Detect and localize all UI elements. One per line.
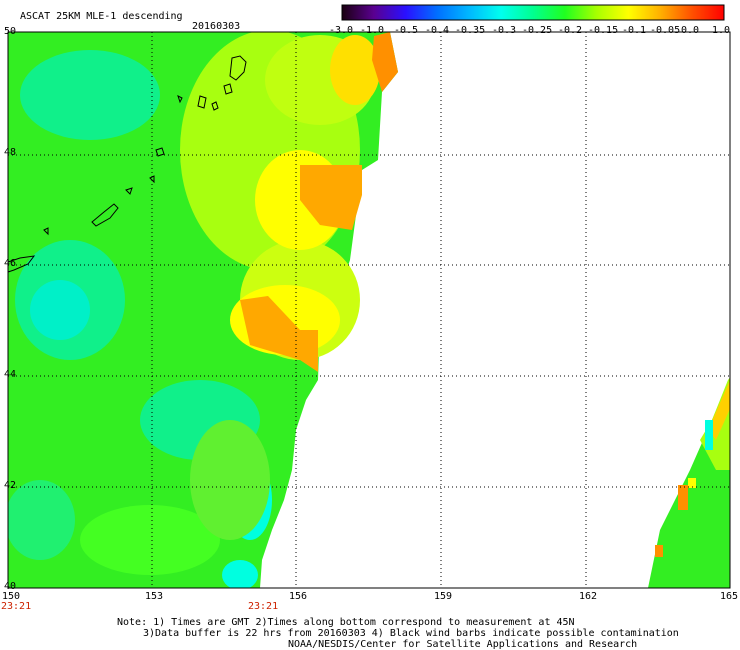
lon-label: 162 [579, 591, 598, 602]
product-date: 20160303 [192, 21, 241, 32]
lon-label: 150 [2, 591, 21, 602]
colorbar-label: -0.2 [558, 25, 583, 36]
colorbar-frame [341, 4, 725, 21]
colorbar-label: -0.1 [622, 25, 647, 36]
wind-field-swath [8, 32, 730, 588]
colorbar-label: -0.35 [455, 25, 486, 36]
colorbar-label: -3.0 [329, 25, 354, 36]
lat-label: 40 [4, 581, 17, 592]
colorbar-label: 0.0 [681, 25, 700, 36]
time-label-mid: 23:21 [248, 601, 279, 612]
colorbar-label: 1.0 [712, 25, 731, 36]
lon-label: 165 [720, 591, 739, 602]
colorbar-label: -1.0 [360, 25, 385, 36]
lat-label: 44 [4, 369, 17, 380]
lat-label: 42 [4, 480, 17, 491]
colorbar-label: -0.3 [492, 25, 517, 36]
map-frame [7, 31, 731, 589]
colorbar-label: -0.4 [425, 25, 450, 36]
note-line-2: 3)Data buffer is 22 hrs from 20160303 4)… [143, 628, 679, 639]
lat-label: 48 [4, 147, 17, 158]
colorbar [342, 5, 724, 20]
note-line-1: Note: 1) Times are GMT 2)Times along bot… [117, 617, 575, 628]
lon-label: 156 [289, 591, 308, 602]
lon-label: 159 [434, 591, 453, 602]
note-line-3: NOAA/NESDIS/Center for Satellite Applica… [288, 639, 638, 650]
colorbar-label: -0.15 [588, 25, 619, 36]
colorbar-gradient [342, 5, 724, 20]
colorbar-label: -0.05 [650, 25, 681, 36]
time-label-left: 23:21 [1, 601, 32, 612]
lat-label: 50 [4, 26, 17, 37]
graticule [8, 32, 730, 588]
product-title: ASCAT 25KM MLE-1 descending [20, 11, 183, 22]
lat-label: 46 [4, 258, 17, 269]
lon-label: 153 [145, 591, 164, 602]
colorbar-label: -0.5 [394, 25, 419, 36]
colorbar-label: -0.25 [522, 25, 553, 36]
coastline [7, 55, 247, 273]
